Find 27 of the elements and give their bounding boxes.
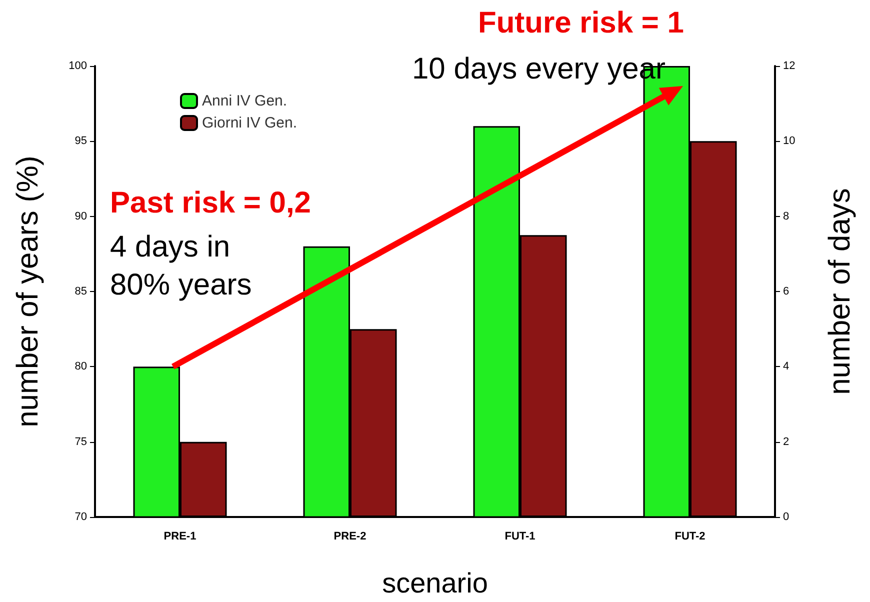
y-tick-label: 80 xyxy=(74,360,87,373)
y-axis-title: number of years (%) xyxy=(12,156,44,428)
y-tick-label: 85 xyxy=(74,286,87,298)
y-tick-label: 100 xyxy=(68,60,87,72)
x-tick-label: FUT-2 xyxy=(674,530,706,542)
y2-tick-label: 10 xyxy=(783,135,796,148)
y2-axis-title: number of days xyxy=(824,188,856,395)
annotation: 4 days in 80% years xyxy=(110,230,252,302)
y2-tick-label: 8 xyxy=(783,210,790,222)
y2-tick-label: 12 xyxy=(783,60,796,72)
y2-tick-label: 2 xyxy=(783,436,790,448)
x-tick-label: PRE-1 xyxy=(164,530,196,542)
y2-tick-label: 6 xyxy=(783,286,790,298)
legend-label: Anni IV Gen. xyxy=(202,92,288,110)
y-tick-label: 95 xyxy=(74,135,87,148)
legend-label: Giorni IV Gen. xyxy=(202,114,298,132)
y2-tick-label: 0 xyxy=(783,511,790,523)
x-tick-label: PRE-2 xyxy=(334,530,366,542)
y-tick-label: 90 xyxy=(74,210,87,222)
y2-tick-label: 4 xyxy=(783,360,790,373)
y-tick-label: 70 xyxy=(74,511,87,523)
annotation: Past risk = 0,2 xyxy=(110,186,311,220)
x-tick-label: FUT-1 xyxy=(504,530,536,542)
text: Future risk = 1 xyxy=(478,6,684,40)
x-axis-title: scenario xyxy=(382,568,488,598)
y-tick-label: 75 xyxy=(74,436,87,448)
annotation: 10 days every year xyxy=(412,52,666,86)
